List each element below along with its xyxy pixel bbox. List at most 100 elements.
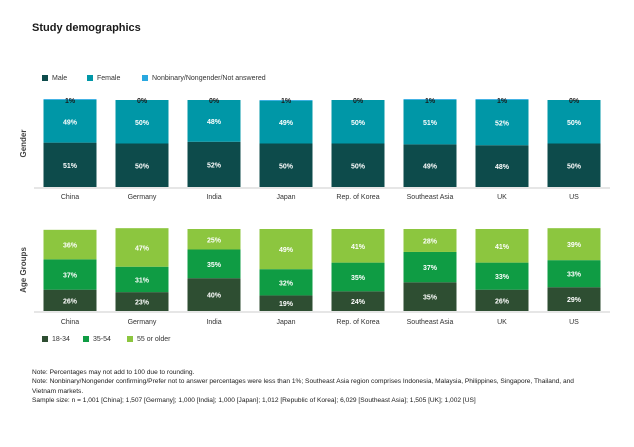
category-label-1-2: India (206, 319, 221, 326)
category-label-0-4: Rep. of Korea (336, 194, 379, 201)
legend-label-1-2: 55 or older (137, 336, 171, 343)
bar-0-0-1 (43, 100, 97, 143)
legend-swatch-1-0 (42, 336, 48, 342)
category-label-0-0: China (61, 194, 79, 201)
data-label-0-4-0: 50% (351, 163, 366, 170)
bar-1-7-0 (547, 287, 601, 311)
legend-label-0-1: Female (97, 75, 120, 82)
category-label-0-1: Germany (128, 194, 157, 201)
data-label-0-7-0: 50% (567, 163, 582, 170)
bar-0-7-1 (547, 100, 601, 144)
data-label-1-1-0: 23% (135, 300, 150, 307)
bar-1-6-1 (475, 262, 529, 290)
category-label-1-3: Japan (276, 319, 295, 326)
data-label-1-2-0: 40% (207, 293, 222, 300)
data-label-1-1-1: 31% (135, 277, 150, 284)
data-label-1-6-2: 41% (495, 244, 510, 251)
data-label-1-0-1: 37% (63, 273, 78, 280)
bar-0-3-0 (259, 143, 313, 187)
bar-1-1-2 (115, 228, 169, 267)
bar-0-3-1 (259, 100, 313, 144)
data-label-1-7-2: 39% (567, 242, 582, 249)
data-label-0-4-2: 0% (353, 98, 364, 105)
bar-0-2-0 (187, 141, 241, 187)
bar-0-6-0 (475, 145, 529, 187)
data-label-1-0-0: 26% (63, 298, 78, 305)
legend-label-1-0: 18-34 (52, 336, 70, 343)
note-rounding: Note: Percentages may not add to 100 due… (32, 369, 195, 376)
panel-label-0: Gender (19, 129, 28, 157)
bar-1-2-1 (187, 249, 241, 279)
bar-0-1-1 (115, 100, 169, 144)
legend-label-0-0: Male (52, 75, 67, 82)
data-label-1-5-2: 28% (423, 238, 438, 245)
data-label-1-5-0: 35% (423, 295, 438, 302)
legend-swatch-0-2 (142, 75, 148, 81)
data-label-0-7-1: 50% (567, 120, 582, 127)
bar-0-4-1 (331, 100, 385, 144)
bar-1-4-0 (331, 291, 385, 311)
bar-0-5-1 (403, 100, 457, 145)
panel-label-1: Age Groups (19, 247, 28, 293)
data-label-1-3-1: 32% (279, 280, 294, 287)
bar-1-5-1 (403, 251, 457, 283)
bar-0-5-0 (403, 144, 457, 187)
data-label-1-2-2: 25% (207, 237, 222, 244)
data-label-0-1-2: 0% (137, 98, 148, 105)
category-label-1-5: Southeast Asia (407, 319, 454, 326)
bar-1-5-0 (403, 282, 457, 311)
bar-0-7-0 (547, 143, 601, 187)
data-label-1-2-1: 35% (207, 262, 222, 269)
bar-0-2-1 (187, 100, 241, 142)
data-label-0-0-2: 1% (65, 98, 76, 105)
bar-1-3-1 (259, 269, 313, 296)
bar-0-6-2 (475, 99, 529, 100)
bar-0-4-0 (331, 143, 385, 187)
chart-title: Study demographics (32, 22, 141, 34)
data-label-0-5-1: 51% (423, 120, 438, 127)
data-label-1-7-0: 29% (567, 297, 582, 304)
study-demographics-chart: Gender 51% 49% 1% China 50% 50% 0% Germany 52% 48%… (19, 75, 610, 343)
category-label-1-0: China (61, 319, 79, 326)
data-label-1-6-1: 33% (495, 274, 510, 281)
notes: Note: Percentages may not add to 100 due… (32, 368, 592, 406)
bar-1-2-0 (187, 278, 241, 311)
legend-swatch-1-2 (127, 336, 133, 342)
data-label-0-1-1: 50% (135, 120, 150, 127)
data-label-0-3-1: 49% (279, 120, 294, 127)
legend-label-0-2: Nonbinary/Nongender/Not answered (152, 75, 266, 82)
bar-1-0-2 (43, 229, 97, 260)
bar-0-0-2 (43, 99, 97, 100)
data-label-0-6-2: 1% (497, 98, 508, 105)
data-label-0-0-0: 51% (63, 163, 78, 170)
data-label-0-2-1: 48% (207, 119, 222, 126)
category-label-1-1: Germany (128, 319, 157, 326)
category-label-0-7: US (569, 194, 579, 201)
data-label-0-3-0: 50% (279, 163, 294, 170)
bar-1-6-2 (475, 229, 529, 263)
bar-0-3-2 (259, 100, 313, 101)
note-sample-size: Sample size: n = 1,001 [China]; 1,507 [G… (32, 397, 476, 405)
data-label-0-0-1: 49% (63, 119, 78, 126)
data-label-0-4-1: 50% (351, 120, 366, 127)
data-label-1-4-0: 24% (351, 299, 366, 306)
category-label-0-5: Southeast Asia (407, 194, 454, 201)
bar-1-7-1 (547, 260, 601, 288)
bar-1-1-0 (115, 292, 169, 311)
note-nonbinary: Note: Nonbinary/Nongender confirming/Pre… (32, 378, 574, 395)
data-label-0-5-2: 1% (425, 98, 436, 105)
data-label-0-1-0: 50% (135, 163, 150, 170)
bar-0-6-1 (475, 100, 529, 146)
bar-1-3-0 (259, 295, 313, 311)
category-label-0-6: UK (497, 194, 507, 201)
bar-1-2-2 (187, 229, 241, 250)
data-label-1-4-1: 35% (351, 275, 366, 282)
bar-1-4-2 (331, 229, 385, 263)
data-label-1-4-2: 41% (351, 244, 366, 251)
bar-1-4-1 (331, 262, 385, 292)
bar-1-1-1 (115, 266, 169, 293)
bar-0-1-0 (115, 143, 169, 187)
data-label-0-3-2: 1% (281, 98, 292, 105)
legend-swatch-0-0 (42, 75, 48, 81)
category-label-0-2: India (206, 194, 221, 201)
